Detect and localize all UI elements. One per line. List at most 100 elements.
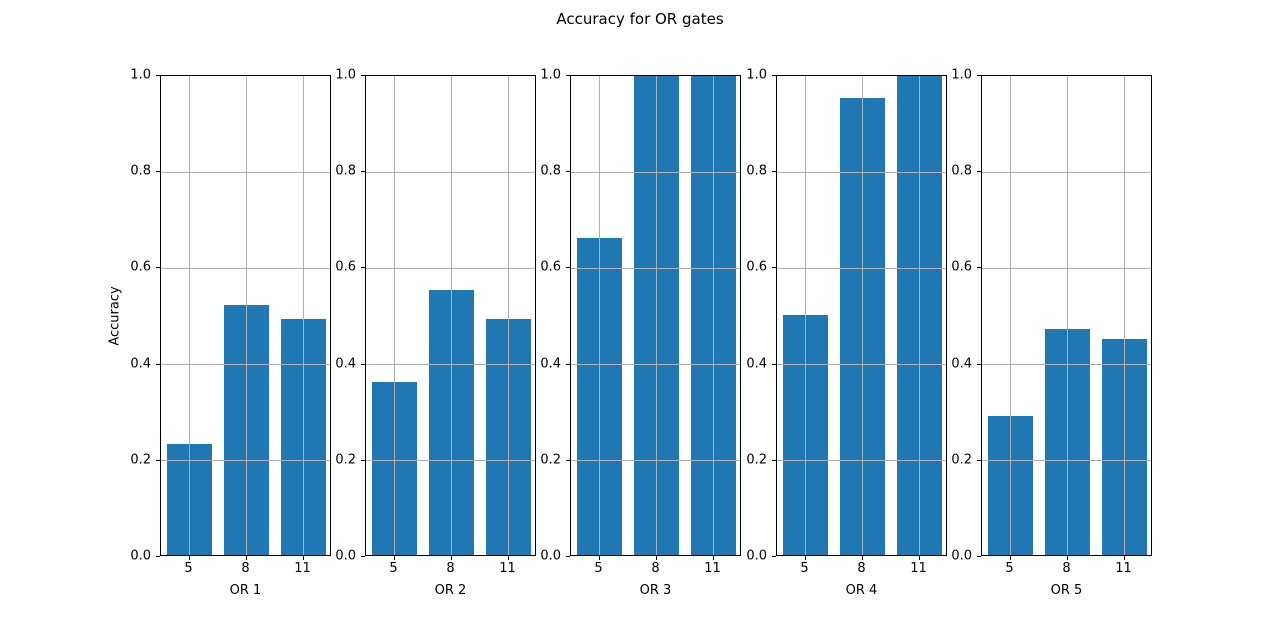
gridline-horizontal	[571, 267, 740, 269]
x-tick-label: 5	[800, 561, 809, 576]
gridline-horizontal	[982, 171, 1151, 173]
x-axis-label: OR 2	[434, 583, 467, 598]
y-tick-label: 0.4	[951, 356, 972, 372]
y-tick-mark	[977, 556, 981, 557]
y-tick-label: 1.0	[951, 67, 972, 83]
x-tick-mark	[507, 556, 509, 560]
gridline-vertical	[919, 76, 920, 555]
gridline-horizontal	[982, 460, 1151, 462]
y-tick-label: 0.0	[746, 548, 767, 564]
subplot-or-2: 0.0 0.2 0.4 0.6 0.8 1.0 5 8 11 OR 2	[335, 68, 536, 598]
x-tick-label: 11	[499, 561, 516, 576]
gridline-vertical	[189, 76, 190, 555]
gridline-vertical	[246, 76, 247, 555]
y-tick-label: 0.0	[540, 548, 561, 564]
y-tick-mark	[772, 267, 776, 269]
y-tick-mark	[772, 556, 776, 557]
y-tick-label: 0.0	[335, 548, 356, 564]
y-tick-mark	[361, 75, 365, 76]
y-tick-mark	[977, 459, 981, 461]
gridline-horizontal	[982, 267, 1151, 269]
x-tick-mark	[804, 556, 806, 560]
y-tick-label: 1.0	[335, 67, 356, 83]
y-tick-mark	[772, 363, 776, 365]
x-tick-mark	[861, 556, 863, 560]
gridline-horizontal	[366, 460, 535, 462]
y-tick-mark	[156, 75, 160, 76]
x-tick-mark	[712, 556, 714, 560]
y-tick-mark	[772, 75, 776, 76]
y-tick-label: 0.6	[335, 259, 356, 275]
y-tick-label: 0.4	[130, 356, 151, 372]
y-tick-label: 0.6	[130, 259, 151, 275]
y-tick-mark	[772, 459, 776, 461]
y-tick-label: 0.8	[130, 163, 151, 179]
gridline-horizontal	[777, 364, 946, 366]
y-tick-mark	[977, 171, 981, 173]
gridline-vertical	[1067, 76, 1068, 555]
x-tick-mark	[1066, 556, 1068, 560]
figure-title: Accuracy for OR gates	[556, 10, 724, 28]
gridline-vertical	[805, 76, 806, 555]
x-axis-label: OR 3	[639, 583, 672, 598]
gridline-horizontal	[777, 171, 946, 173]
gridline-vertical	[713, 76, 714, 555]
plot-area	[776, 75, 947, 556]
plot-area	[160, 75, 331, 556]
y-tick-mark	[361, 171, 365, 173]
y-tick-mark	[361, 363, 365, 365]
x-tick-mark	[1009, 556, 1011, 560]
y-tick-label: 0.6	[540, 259, 561, 275]
gridline-vertical	[508, 76, 509, 555]
subplot-or-3: 0.0 0.2 0.4 0.6 0.8 1.0 5 8 11 OR 3	[540, 68, 741, 598]
y-tick-mark	[566, 556, 570, 557]
x-tick-mark	[302, 556, 304, 560]
gridline-vertical	[303, 76, 304, 555]
subplot-or-5: 0.0 0.2 0.4 0.6 0.8 1.0 5 8 11 OR 5	[951, 68, 1152, 598]
y-tick-mark	[156, 459, 160, 461]
x-axis-label: OR 1	[229, 583, 262, 598]
y-tick-label: 1.0	[130, 67, 151, 83]
x-tick-label: 8	[1062, 561, 1071, 576]
gridline-vertical	[451, 76, 452, 555]
gridline-horizontal	[366, 267, 535, 269]
y-tick-mark	[977, 363, 981, 365]
x-tick-mark	[450, 556, 452, 560]
y-tick-mark	[772, 171, 776, 173]
subplot-or-1: 0.0 0.2 0.4 0.6 0.8 1.0 5 8 11 OR 1	[130, 68, 331, 598]
y-tick-mark	[156, 171, 160, 173]
y-tick-label: 1.0	[540, 67, 561, 83]
gridline-vertical	[656, 76, 657, 555]
y-tick-mark	[156, 363, 160, 365]
y-tick-label: 0.2	[540, 452, 561, 468]
subplot-or-4: 0.0 0.2 0.4 0.6 0.8 1.0 5 8 11 OR 4	[746, 68, 947, 598]
y-tick-label: 0.2	[335, 452, 356, 468]
plot-area	[981, 75, 1152, 556]
gridline-horizontal	[161, 460, 330, 462]
plot-area	[570, 75, 741, 556]
y-tick-label: 0.8	[746, 163, 767, 179]
y-tick-mark	[361, 267, 365, 269]
gridline-vertical	[599, 76, 600, 555]
gridline-horizontal	[777, 460, 946, 462]
y-tick-label: 0.2	[746, 452, 767, 468]
gridline-horizontal	[571, 171, 740, 173]
x-tick-mark	[918, 556, 920, 560]
gridline-horizontal	[366, 171, 535, 173]
y-tick-label: 0.4	[335, 356, 356, 372]
x-tick-mark	[655, 556, 657, 560]
y-tick-mark	[566, 171, 570, 173]
x-tick-label: 8	[241, 561, 250, 576]
x-tick-label: 8	[446, 561, 455, 576]
y-tick-mark	[566, 459, 570, 461]
y-axis-label: Accuracy	[107, 286, 123, 346]
x-tick-label: 5	[389, 561, 398, 576]
y-tick-label: 0.4	[540, 356, 561, 372]
y-tick-label: 0.8	[335, 163, 356, 179]
gridline-horizontal	[366, 364, 535, 366]
x-tick-mark	[188, 556, 190, 560]
gridline-vertical	[862, 76, 863, 555]
y-tick-label: 1.0	[746, 67, 767, 83]
y-tick-mark	[156, 267, 160, 269]
y-tick-mark	[566, 363, 570, 365]
